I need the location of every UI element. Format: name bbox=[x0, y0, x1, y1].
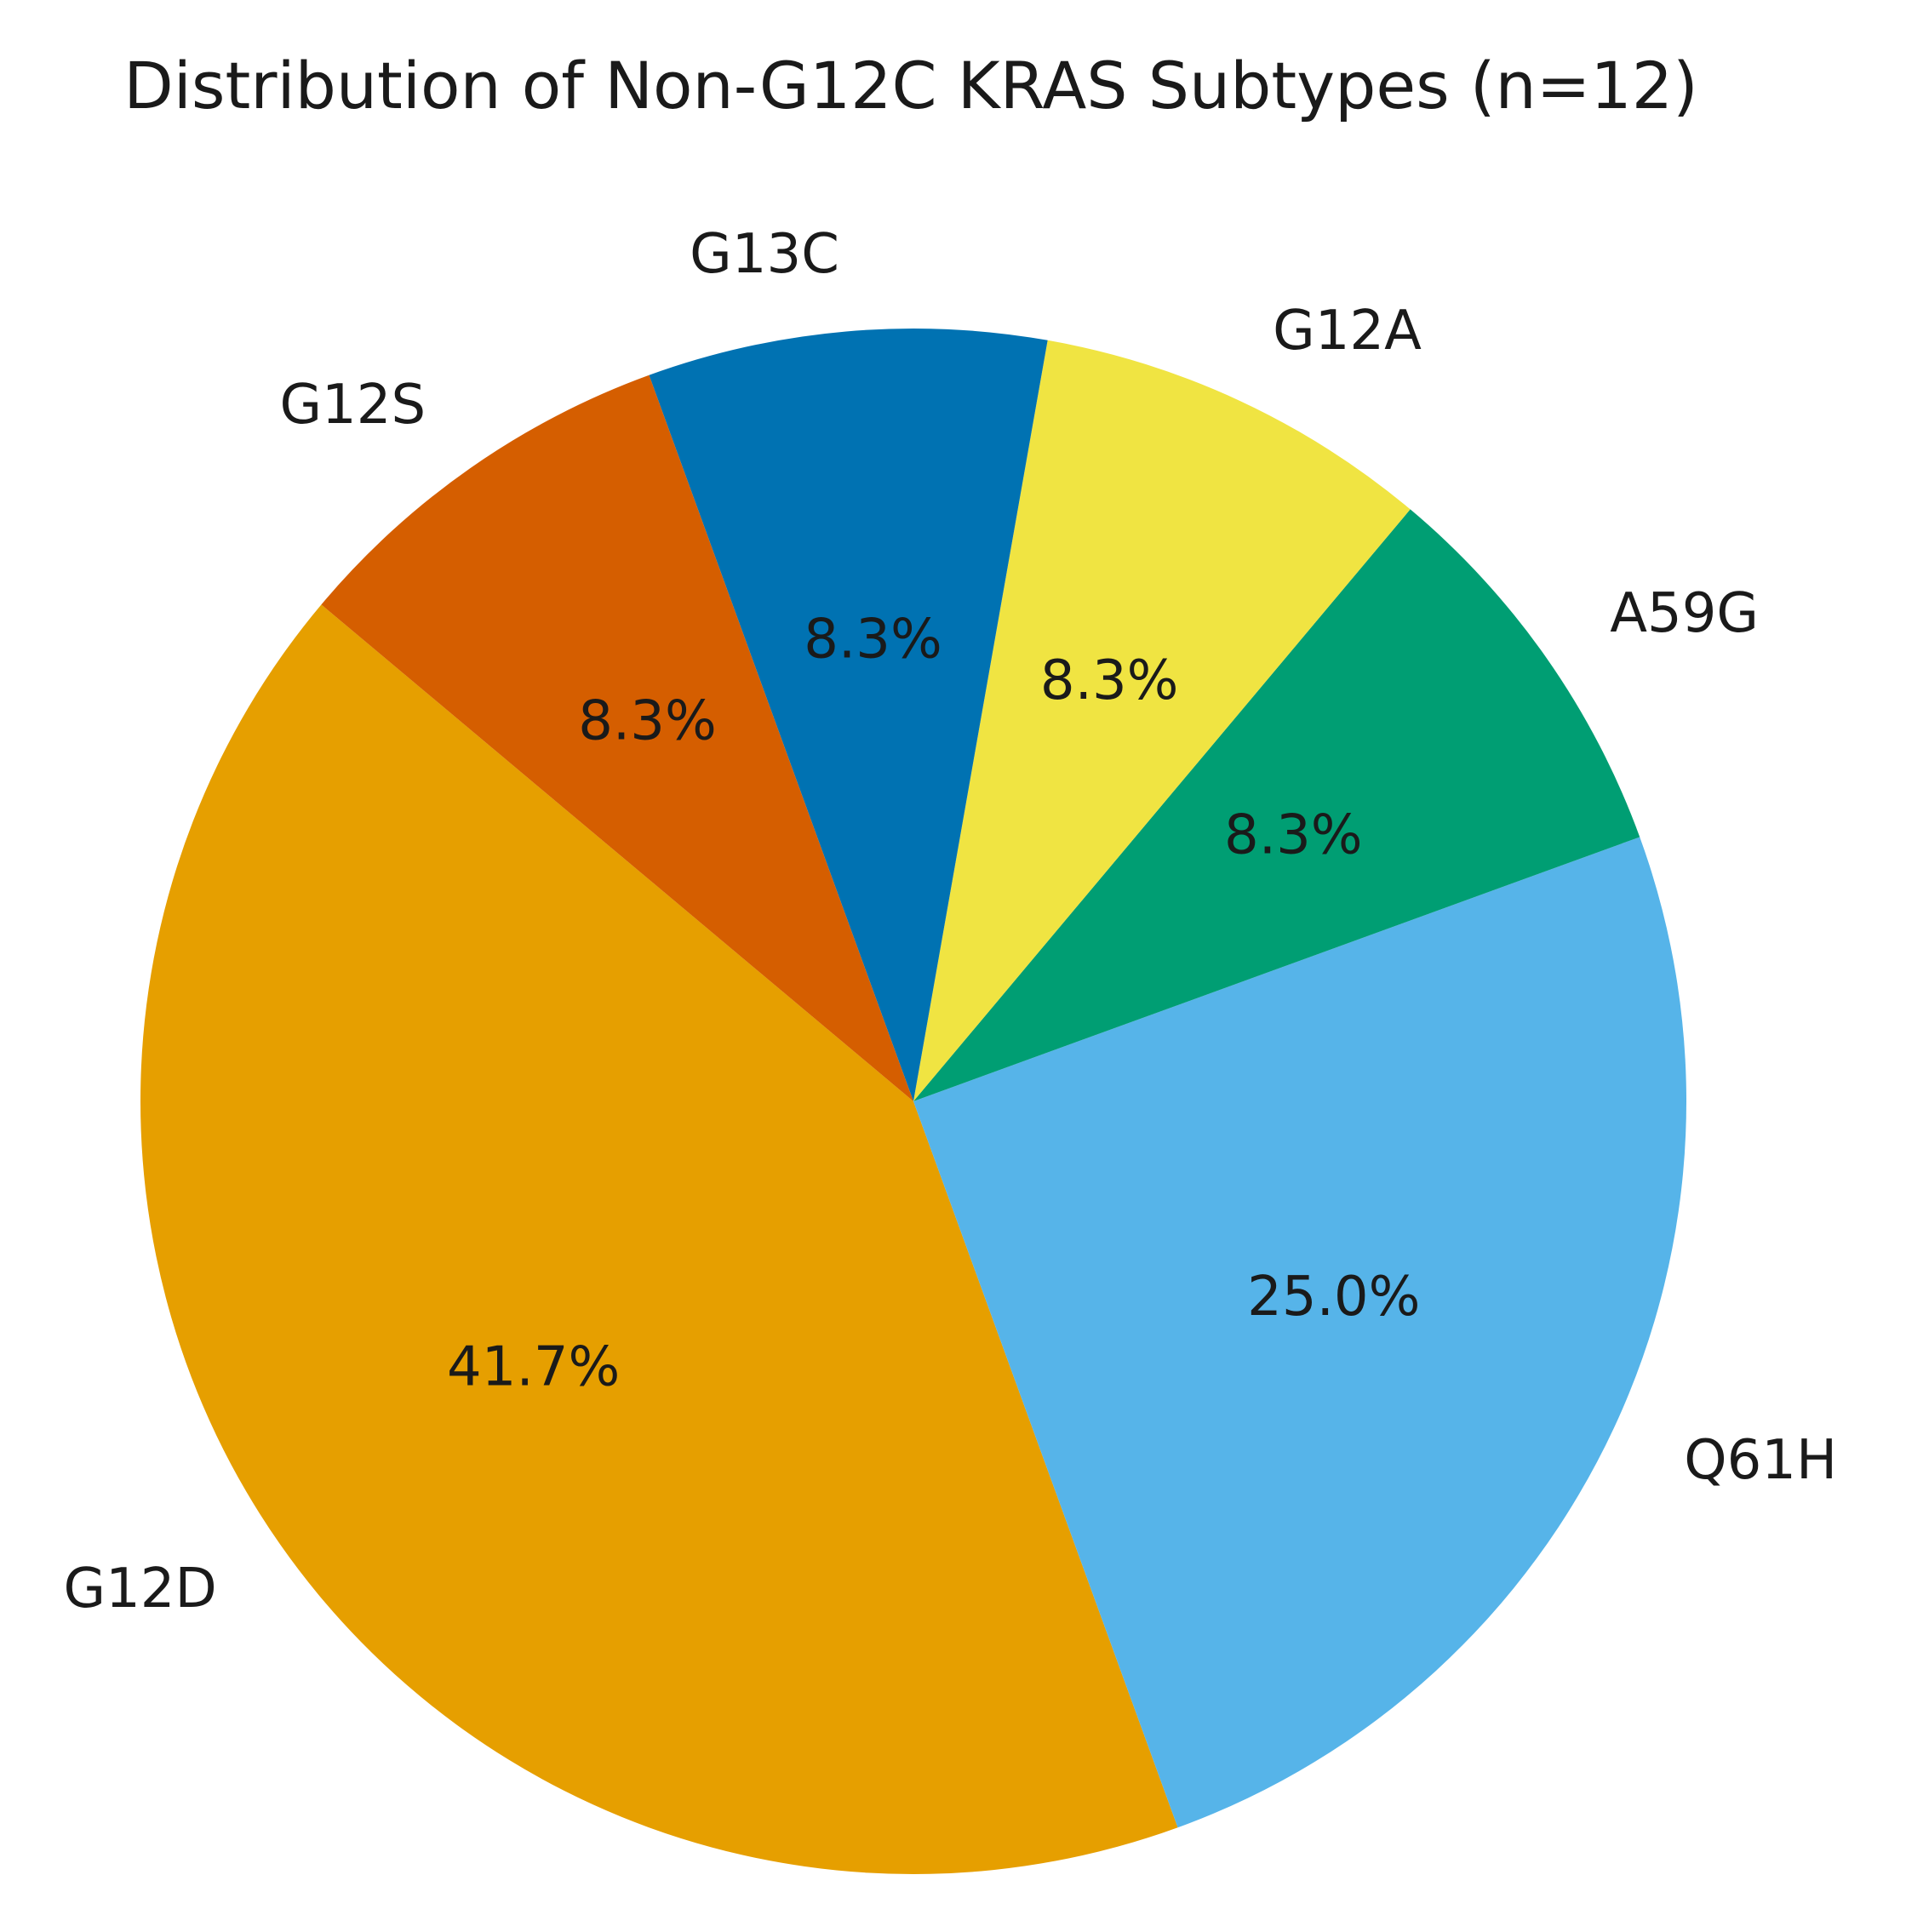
pct-label-g13c: 8.3% bbox=[804, 608, 942, 671]
pct-label-g12a: 8.3% bbox=[1040, 649, 1179, 712]
pct-label-q61h: 25.0% bbox=[1247, 1266, 1420, 1329]
pct-label-a59g: 8.3% bbox=[1224, 804, 1363, 867]
slice-label-g13c: G13C bbox=[690, 223, 839, 286]
pct-label-g12s: 8.3% bbox=[578, 690, 717, 753]
pie-slice-g12d bbox=[140, 604, 1178, 1874]
pie-slices bbox=[140, 328, 1686, 1874]
slice-label-g12a: G12A bbox=[1273, 300, 1422, 363]
slice-labels: G12D Q61H A59G G12A G13C G12S bbox=[63, 223, 1837, 1620]
pie-slice-q61h bbox=[913, 837, 1686, 1828]
slice-label-g12s: G12S bbox=[279, 374, 426, 437]
pct-label-g12d: 41.7% bbox=[447, 1336, 620, 1399]
chart-title: Distribution of Non-G12C KRAS Subtypes (… bbox=[123, 48, 1698, 123]
slice-label-a59g: A59G bbox=[1610, 582, 1759, 645]
pie-slice-g13c bbox=[649, 328, 1048, 1101]
percentage-labels: 41.7% 25.0% 8.3% 8.3% 8.3% 8.3% bbox=[447, 608, 1420, 1398]
pie-slice-a59g bbox=[913, 509, 1640, 1101]
pie-slice-g12s bbox=[321, 374, 913, 1101]
pie-slice-g12a bbox=[913, 340, 1411, 1101]
slice-label-q61h: Q61H bbox=[1684, 1429, 1837, 1492]
slice-label-g12d: G12D bbox=[63, 1558, 216, 1620]
